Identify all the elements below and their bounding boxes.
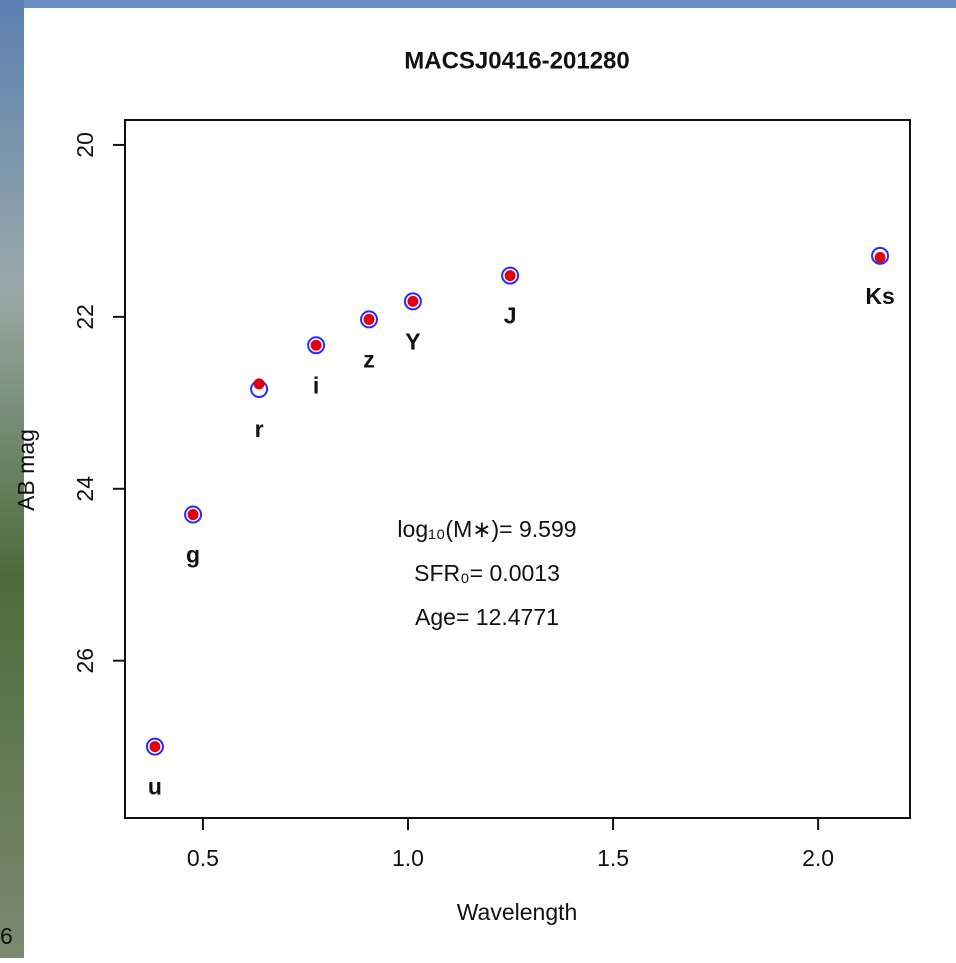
point xyxy=(363,313,375,325)
point xyxy=(501,266,520,285)
point xyxy=(145,737,164,756)
point xyxy=(184,505,203,524)
x-axis-label: Wavelength xyxy=(457,899,578,925)
point xyxy=(504,270,516,282)
point xyxy=(187,509,199,521)
point xyxy=(874,252,886,264)
point-label: z xyxy=(363,347,375,373)
chart-title: MACSJ0416-201280 xyxy=(404,47,629,74)
point xyxy=(360,310,379,329)
y-tick-label: 24 xyxy=(72,476,98,502)
point-label: Y xyxy=(405,328,420,354)
point xyxy=(307,336,326,355)
x-tick-label: 2.0 xyxy=(802,845,834,871)
x-tick-label: 0.5 xyxy=(187,845,219,871)
top-strip xyxy=(0,0,956,8)
x-tick-label: 1.5 xyxy=(597,845,629,871)
point-label: i xyxy=(313,372,319,398)
point xyxy=(407,295,419,307)
plot-frame xyxy=(124,119,911,819)
point-label: u xyxy=(148,774,162,800)
point-label: r xyxy=(255,416,264,442)
y-tick-label: 26 xyxy=(72,648,98,674)
point xyxy=(310,339,322,351)
point-label: g xyxy=(186,542,200,568)
annotation: SFR₀= 0.0013 xyxy=(414,560,560,586)
point-label: Ks xyxy=(865,283,894,309)
y-tick-label: 22 xyxy=(72,304,98,330)
point xyxy=(149,741,161,753)
point xyxy=(403,292,422,311)
x-tick-label: 1.0 xyxy=(392,845,424,871)
stray-text: 6 xyxy=(0,923,13,949)
point xyxy=(871,246,890,265)
y-tick-label: 20 xyxy=(72,132,98,158)
point xyxy=(253,378,265,390)
y-axis-label: AB mag xyxy=(13,429,39,511)
annotation: Age= 12.4771 xyxy=(415,604,559,630)
point-label: J xyxy=(504,303,517,329)
left-strip xyxy=(0,0,24,958)
annotation: log₁₀(M∗)= 9.599 xyxy=(397,516,576,542)
